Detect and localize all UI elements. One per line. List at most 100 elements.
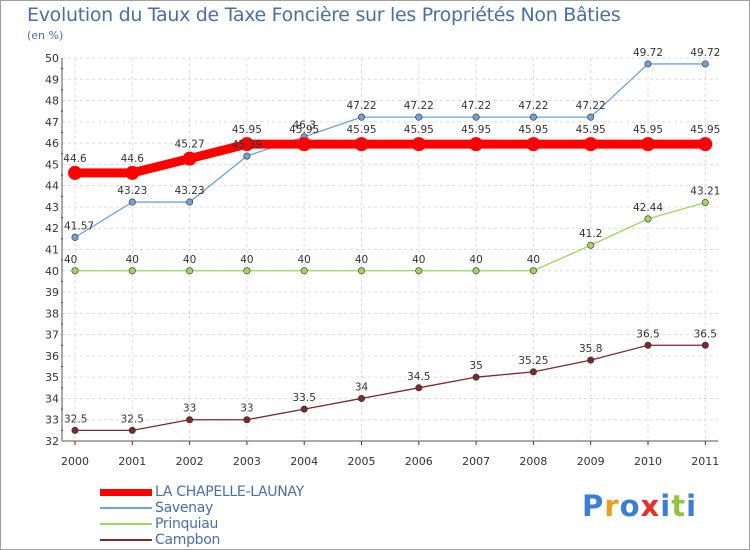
data-point	[125, 165, 140, 180]
data-point	[641, 137, 655, 152]
y-tick-label: 47	[45, 116, 59, 129]
data-point	[182, 151, 197, 166]
data-point	[243, 152, 251, 160]
data-label: 40	[412, 254, 425, 266]
data-point	[411, 137, 426, 152]
x-tick-label: 2003	[233, 455, 261, 468]
y-tick-label: 50	[45, 52, 59, 65]
y-tick-label: 36	[45, 350, 59, 363]
logo-letter: x	[640, 489, 661, 523]
legend-label: Campbon	[155, 532, 221, 548]
unit-label: (en %)	[27, 29, 64, 42]
x-tick-label: 2005	[348, 455, 376, 468]
data-label: 42.44	[633, 202, 663, 214]
axes: 32 33 34 35 36 37 38 39 40 41 42 43 44 45 46 47 48 49 50 20…	[45, 52, 719, 468]
data-label: 36.5	[636, 328, 659, 340]
series-layer	[68, 60, 713, 434]
y-tick-label: 43	[45, 201, 59, 214]
y-tick-label: 44	[45, 180, 59, 193]
x-tick-label: 2010	[634, 455, 662, 468]
data-label: 45.39	[232, 139, 262, 151]
y-tick-label: 38	[45, 307, 59, 320]
data-point	[357, 394, 365, 402]
x-tick-label: 2007	[462, 455, 490, 468]
series-line	[70, 139, 710, 178]
series-line	[75, 201, 706, 272]
data-label: 45.95	[346, 124, 376, 136]
data-label: 32.5	[64, 413, 87, 425]
data-label: 46.3	[293, 120, 316, 132]
data-label: 33.5	[293, 392, 316, 404]
data-label: 41.2	[579, 228, 602, 240]
y-tick-label: 32	[45, 435, 59, 448]
legend-label: LA CHAPELLE-LAUNAY	[155, 484, 304, 500]
data-label: 35.25	[518, 355, 548, 367]
data-point	[529, 267, 537, 275]
data-label: 32.5	[121, 413, 144, 425]
data-labels: 44.6 44.6 45.27 45.95 45.95 45.95 45.95 45.95 45…	[63, 47, 720, 425]
x-tick-label: 2009	[577, 455, 605, 468]
data-point	[701, 341, 709, 349]
x-tick-label: 2002	[176, 455, 204, 468]
x-tick-label: 2004	[290, 455, 318, 468]
y-tick-label: 33	[45, 414, 59, 427]
data-point	[587, 241, 595, 249]
x-tick-label: 2000	[61, 455, 89, 468]
legend-item: Prinquiau	[100, 516, 360, 532]
x-tick-label: 2008	[519, 455, 547, 468]
data-point	[71, 426, 79, 434]
data-label: 43.23	[175, 185, 205, 197]
data-label: 44.6	[121, 153, 145, 165]
legend-swatch	[100, 488, 152, 496]
data-point	[186, 198, 194, 206]
logo-letter: i	[660, 489, 672, 523]
data-label: 40	[240, 254, 253, 266]
legend-label: Savenay	[155, 500, 214, 516]
data-point	[71, 267, 79, 275]
data-label: 45.95	[576, 124, 606, 136]
data-label: 40	[355, 254, 368, 266]
legend-swatch	[100, 507, 152, 509]
data-label: 40	[298, 254, 311, 266]
data-label: 45.95	[461, 124, 491, 136]
logo-letter: o	[619, 489, 641, 523]
proxiti-logo: Proxiti	[582, 489, 697, 523]
data-point	[529, 113, 537, 121]
data-point	[297, 137, 312, 152]
logo-letter: P	[582, 489, 605, 523]
logo-letter: r	[604, 489, 620, 523]
legend-label: Prinquiau	[155, 516, 219, 532]
data-label: 47.22	[346, 100, 376, 112]
x-tick-label: 2006	[405, 455, 433, 468]
data-point	[529, 368, 537, 376]
y-tick-label: 35	[45, 371, 59, 384]
data-point	[587, 356, 595, 364]
data-point	[415, 384, 423, 392]
data-label: 35	[469, 360, 482, 372]
grid	[62, 57, 718, 442]
legend-swatch	[100, 539, 152, 541]
data-label: 40	[469, 254, 482, 266]
logo-letter: t	[671, 489, 687, 523]
legend-item: Campbon	[100, 532, 360, 548]
data-point	[469, 137, 484, 152]
data-point	[583, 137, 598, 152]
data-point	[701, 198, 709, 206]
data-point	[587, 113, 595, 121]
y-tick-label: 45	[45, 158, 59, 171]
y-tick-label: 46	[45, 137, 59, 150]
data-label: 35.8	[579, 343, 602, 355]
x-tick-label: 2011	[691, 455, 719, 468]
data-point	[68, 165, 82, 180]
data-label: 45.95	[289, 124, 319, 136]
data-label: 49.72	[690, 47, 720, 59]
data-point	[415, 113, 423, 121]
data-point	[243, 267, 251, 275]
data-label: 47.22	[576, 100, 606, 112]
legend: LA CHAPELLE-LAUNAY Savenay Prinquiau Cam…	[100, 484, 360, 548]
data-point	[644, 60, 652, 68]
y-tick-label: 39	[45, 286, 59, 299]
data-label: 40	[183, 254, 196, 266]
